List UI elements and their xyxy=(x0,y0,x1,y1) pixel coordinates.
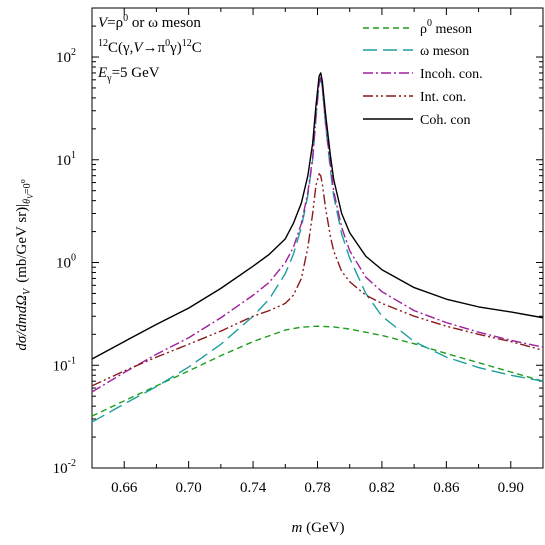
y-tick-label: 102 xyxy=(56,47,76,66)
x-tick-label: 0.70 xyxy=(176,480,202,496)
axis-ticks: 0.66 0.70 0.74 0.78 0.82 0.86 0.90 10-2 10-1 100 1… xyxy=(53,7,544,496)
series-line-incoh xyxy=(91,76,544,393)
series-line-intcon xyxy=(91,173,544,387)
legend-label-coh: Coh. con xyxy=(420,113,471,128)
legend-label-rho: ρ0 meson xyxy=(420,18,472,37)
legend-label-intcon: Int. con. xyxy=(420,90,466,105)
y-tick-label: 101 xyxy=(56,150,76,169)
x-tick-label: 0.82 xyxy=(369,480,395,496)
y-tick-label: 100 xyxy=(56,253,76,272)
series-line-coh xyxy=(91,72,544,360)
legend-label-omega: ω meson xyxy=(420,44,469,59)
x-tick-label: 0.86 xyxy=(433,480,460,496)
series-line-rho xyxy=(91,325,544,417)
y-tick-label: 10-2 xyxy=(53,458,76,477)
x-tick-label: 0.90 xyxy=(498,480,524,496)
annotation-line-1: V=ρ0 or ω meson xyxy=(98,13,201,31)
legend-label-incoh: Incoh. con. xyxy=(420,67,483,82)
annotation-line-3: Eγ=5 GeV xyxy=(97,65,160,84)
y-axis-title: dσ/dmdΩV(mb/GeV sr)|θV=0o xyxy=(14,179,35,350)
x-axis-title: m (GeV) xyxy=(292,520,345,536)
legend: ρ0 meson ω meson Incoh. con. Int. con. C… xyxy=(363,18,483,128)
x-tick-label: 0.66 xyxy=(111,480,138,496)
x-tick-label: 0.78 xyxy=(304,480,330,496)
annotation-block: V=ρ0 or ω meson 12C(γ,V→π0γ)12C Eγ=5 GeV xyxy=(97,13,202,84)
y-tick-label: 10-1 xyxy=(53,355,76,374)
annotation-line-2: 12C(γ,V→π0γ)12C xyxy=(98,38,202,56)
x-tick-label: 0.74 xyxy=(240,480,267,496)
series-lines xyxy=(91,72,544,423)
